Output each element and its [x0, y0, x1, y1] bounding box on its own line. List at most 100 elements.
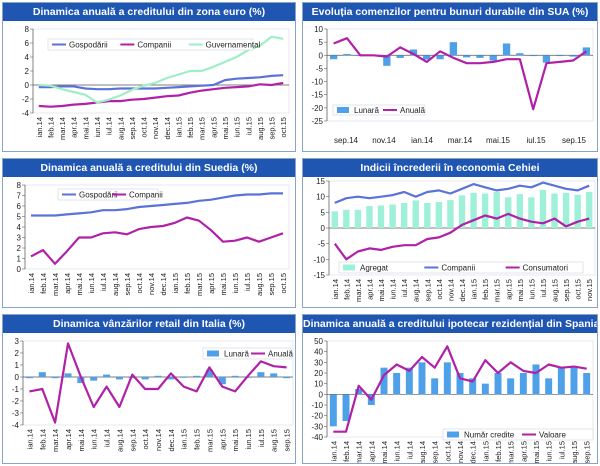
x-tick-label: nov.14 [372, 136, 396, 145]
y-tick-label: -15 [311, 91, 323, 100]
x-tick-label: mar.14 [51, 429, 60, 452]
x-tick-label: ian.14 [329, 441, 338, 461]
chart-italy-retail-plot: -4 -3 -2 -1 0 1 2 3 ian.14 feb.14 mar.14 apr.14 mai.… [12, 337, 294, 452]
line-Gospodării [38, 74, 284, 91]
x-tick-label: apr.15 [209, 117, 218, 138]
legend-label: Anuală [268, 350, 293, 359]
x-tick-label: feb.14 [342, 441, 351, 462]
bar-Lunară [502, 43, 511, 56]
bar-Lunară [409, 49, 418, 56]
bar-Lunară [529, 55, 537, 57]
bar-Agregat [516, 194, 524, 228]
x-tick-label: nov.14 [151, 117, 160, 139]
x-tick-label: iun.15 [244, 429, 253, 449]
x-tick-label: ian.15 [171, 273, 180, 293]
x-tick-label: sep.15 [267, 273, 276, 296]
x-tick-label: apr.14 [365, 279, 374, 300]
bar-Lunară [383, 55, 391, 66]
x-tick-label: sep.14 [423, 279, 432, 302]
x-tick-label: mar.14 [58, 117, 67, 140]
x-tick-label: mar.15 [198, 117, 207, 140]
x-tick-label: sep.15 [562, 136, 587, 145]
x-tick-label: sep.15 [268, 117, 277, 140]
y-tick-label: 4 [25, 53, 30, 62]
x-tick-label: oct.15 [279, 273, 288, 293]
line-Valoare [333, 345, 587, 433]
x-tick-label: iun.14 [87, 273, 96, 293]
y-tick-label: -3 [12, 409, 20, 418]
x-tick-label: dec.14 [159, 273, 168, 296]
x-tick-label: iul.14 [105, 117, 114, 135]
x-tick-label: mai.14 [380, 441, 389, 464]
bar-Lunară [193, 375, 201, 377]
bar-Lunară [489, 55, 497, 61]
bar-Lunară [343, 53, 351, 56]
x-tick-label: ian.15 [180, 429, 189, 449]
y-tick-label: 10 [314, 25, 323, 34]
x-tick-label: feb.15 [494, 441, 503, 462]
legend-label: Gospodării [79, 191, 118, 200]
x-tick-label: sep.15 [562, 279, 571, 302]
bar-Lunară [38, 372, 46, 377]
y-tick-label: 3 [15, 337, 20, 346]
legend-label: Guvernamental [206, 41, 261, 50]
bar-Lunară [90, 377, 98, 381]
bar-Agregat [493, 191, 500, 228]
y-tick-label: -4 [12, 421, 20, 430]
line-Guvernamental [38, 35, 284, 104]
legend-label: Lunară [224, 350, 249, 359]
x-tick-label: apr.15 [504, 279, 513, 300]
y-tick-label: -15 [313, 271, 325, 280]
x-tick-label: aug.14 [115, 429, 124, 452]
legend-label: Companii [137, 41, 171, 50]
x-tick-label: ian.15 [470, 279, 479, 299]
x-tick-label: ian.14 [35, 117, 44, 137]
y-tick-label: 0 [25, 81, 30, 90]
x-tick-label: mai.14 [81, 117, 90, 140]
x-tick-label: aug.14 [412, 279, 421, 302]
bar-Lunară [462, 55, 471, 58]
x-tick-label: iul.14 [405, 441, 414, 459]
line-Anuală [333, 37, 588, 111]
x-tick-label: mai.14 [77, 429, 86, 452]
x-tick-label: feb.15 [186, 117, 195, 138]
y-tick-label: 0 [319, 390, 324, 399]
y-tick-label: 4 [17, 223, 22, 232]
x-tick-label: oct.14 [443, 441, 452, 461]
x-tick-label: nov.14 [147, 273, 156, 295]
chart-czech-confidence-title: Indicii încrederii în economia Cehiei [303, 159, 597, 177]
x-tick-label: aug.15 [270, 429, 279, 452]
y-tick-label: -10 [313, 255, 325, 264]
bar-Agregat [551, 193, 558, 228]
x-tick-label: ian.14 [331, 279, 340, 299]
bar-Număr credite [342, 394, 350, 421]
chart-sweden-credit-title: Dinamica anuală a creditului din Suedia … [3, 159, 295, 177]
bar-Lunară [154, 375, 162, 377]
y-tick-label: 50 [314, 337, 323, 346]
y-tick-label: 1 [17, 255, 22, 264]
x-tick-label: iun.14 [90, 429, 99, 449]
x-tick-label: aug.15 [255, 273, 264, 296]
x-tick-label: ian.14 [25, 429, 34, 449]
bar-Număr credite [393, 373, 401, 395]
x-tick-label: mar.15 [205, 429, 214, 452]
x-tick-label: nov.14 [456, 441, 465, 463]
x-tick-label: mar.15 [507, 441, 516, 464]
x-tick-label: oct.14 [140, 117, 149, 137]
legend-swatch-Număr credite [447, 431, 459, 438]
line-Companii [38, 81, 284, 108]
bar-Lunară [569, 55, 577, 57]
y-tick-label: 2 [25, 67, 30, 76]
x-tick-label: oct.14 [435, 279, 444, 299]
y-tick-label: 20 [314, 369, 323, 378]
bar-Agregat [354, 209, 362, 228]
chart-us-durable-goods: Evoluția comenzilor pentru bunuri durabi… [302, 2, 598, 152]
bar-Agregat [505, 197, 512, 228]
y-tick-label: 0 [319, 51, 324, 60]
bar-Număr credite [494, 373, 502, 395]
x-tick-label: oct.15 [279, 117, 288, 137]
x-tick-label: mar.14 [354, 279, 363, 302]
bar-Lunară [516, 53, 524, 56]
x-tick-label: nov.15 [585, 279, 594, 301]
